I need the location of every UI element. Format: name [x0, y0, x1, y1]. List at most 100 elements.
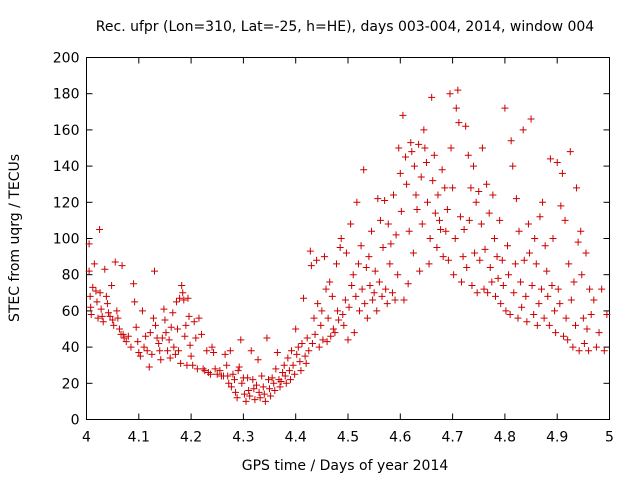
data-point	[329, 325, 337, 333]
data-point	[430, 151, 438, 159]
data-point	[464, 151, 472, 159]
data-point	[515, 227, 523, 235]
data-point	[357, 242, 365, 250]
data-point	[279, 368, 287, 376]
data-point	[181, 332, 189, 340]
x-tick-label: 4.7	[441, 430, 463, 446]
data-point	[471, 249, 479, 257]
data-point	[540, 314, 548, 322]
data-point	[577, 227, 585, 235]
data-point	[528, 282, 536, 290]
data-point	[310, 314, 318, 322]
data-point	[108, 282, 116, 290]
data-point	[234, 367, 242, 375]
data-point	[497, 300, 505, 308]
data-point	[187, 352, 195, 360]
data-point	[130, 280, 138, 288]
x-tick-label: 4.4	[285, 430, 307, 446]
data-point	[114, 314, 122, 322]
data-point	[499, 282, 507, 290]
data-point	[438, 166, 446, 174]
data-point	[140, 343, 148, 351]
data-point	[572, 321, 580, 329]
data-point	[296, 358, 304, 366]
data-point	[443, 206, 451, 214]
data-point	[135, 349, 143, 357]
data-point	[157, 356, 165, 364]
data-point	[158, 334, 166, 342]
data-point	[551, 307, 559, 315]
data-point	[176, 294, 184, 302]
y-tick-label: 200	[53, 51, 80, 67]
y-tick-label: 80	[62, 268, 80, 284]
data-point	[263, 334, 271, 342]
data-point	[501, 104, 509, 112]
data-point	[132, 323, 140, 331]
y-tick-label: 40	[62, 340, 80, 356]
data-point	[238, 379, 246, 387]
data-point	[261, 397, 269, 405]
data-point	[558, 169, 566, 177]
data-point	[189, 361, 197, 369]
data-point	[415, 140, 423, 148]
x-tick-label: 4.6	[389, 430, 411, 446]
data-point	[360, 166, 368, 174]
data-point	[245, 387, 253, 395]
data-point	[457, 278, 465, 286]
data-point	[352, 292, 360, 300]
data-point	[293, 350, 301, 358]
data-point	[361, 300, 369, 308]
data-point	[433, 244, 441, 252]
data-point	[475, 187, 483, 195]
data-point	[265, 376, 273, 384]
data-point	[294, 343, 302, 351]
data-point	[514, 314, 522, 322]
data-point	[447, 144, 455, 152]
data-point	[509, 162, 517, 170]
data-point	[592, 343, 600, 351]
data-point	[585, 347, 593, 355]
data-point	[520, 256, 528, 264]
data-point	[319, 336, 327, 344]
data-point	[544, 292, 552, 300]
data-point	[434, 191, 442, 199]
data-point	[280, 361, 288, 369]
data-point	[106, 312, 114, 320]
data-point	[472, 198, 480, 206]
data-point	[178, 282, 186, 290]
data-point	[561, 216, 569, 224]
data-point	[229, 370, 237, 378]
data-point	[315, 343, 323, 351]
data-point	[402, 153, 410, 161]
data-point	[311, 330, 319, 338]
data-point	[603, 311, 611, 319]
data-point	[305, 347, 313, 355]
data-point	[477, 220, 485, 228]
data-point	[462, 122, 470, 130]
data-point	[326, 278, 334, 286]
data-point	[87, 311, 95, 319]
data-point	[449, 184, 457, 192]
x-tick-label: 4.5	[337, 430, 359, 446]
data-point	[400, 296, 408, 304]
data-point	[420, 126, 428, 134]
data-point	[307, 262, 315, 270]
data-point	[211, 365, 219, 373]
data-point	[111, 258, 119, 266]
data-point	[485, 209, 493, 217]
data-point	[138, 307, 146, 315]
data-point	[288, 347, 296, 355]
data-point	[268, 374, 276, 382]
data-point	[460, 225, 468, 233]
data-point	[213, 370, 221, 378]
data-point	[378, 292, 386, 300]
data-point	[496, 216, 504, 224]
data-point	[92, 287, 100, 295]
data-point	[169, 309, 177, 317]
data-point	[506, 311, 514, 319]
data-point	[164, 347, 172, 355]
data-point	[365, 253, 373, 261]
data-point	[539, 198, 547, 206]
data-point	[391, 296, 399, 304]
data-point	[174, 325, 182, 333]
